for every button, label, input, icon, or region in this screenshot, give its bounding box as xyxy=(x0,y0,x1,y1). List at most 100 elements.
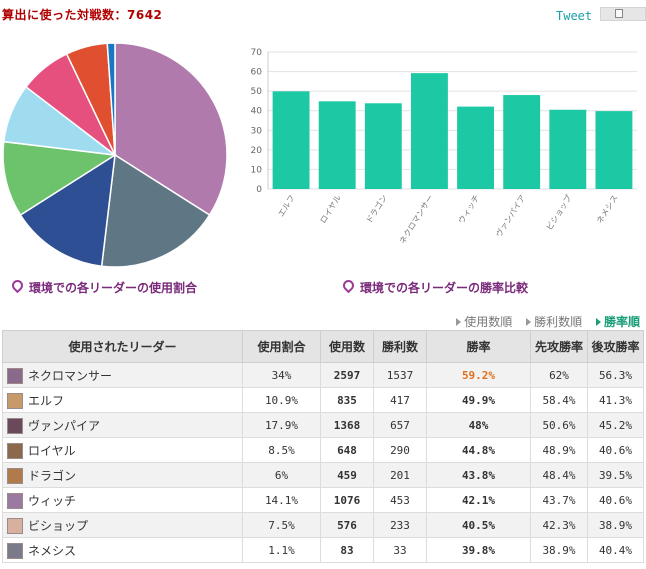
table-row: ネクロマンサー 34% 2597 1537 59.2% 62% 56.3% xyxy=(2,362,644,388)
x-tick-label: ロイヤル xyxy=(318,193,342,225)
leader-cell: ロイヤル xyxy=(2,437,243,463)
y-tick-label: 50 xyxy=(251,87,263,97)
x-tick-label: ドラゴン xyxy=(364,193,389,225)
wins-cell: 201 xyxy=(373,462,427,488)
pie-slice xyxy=(100,153,211,268)
leader-usage-pie-chart xyxy=(2,42,228,268)
wins-cell: 290 xyxy=(373,437,427,463)
first-rate-cell: 50.6% xyxy=(530,412,588,438)
usage-count-cell: 2597 xyxy=(320,362,374,388)
leader-avatar xyxy=(7,417,23,434)
tweet-link[interactable]: Tweet xyxy=(556,9,593,23)
leader-cell: ネメシス xyxy=(2,537,243,563)
y-tick-label: 70 xyxy=(251,48,263,58)
first-rate-cell: 48.4% xyxy=(530,462,588,488)
winrate-cell: 48% xyxy=(426,412,531,438)
leader-name: ロイヤル xyxy=(28,443,76,458)
sort-label: 勝率順 xyxy=(603,315,640,329)
second-rate-cell: 40.4% xyxy=(587,537,644,563)
y-tick-label: 30 xyxy=(251,126,263,136)
pie-slice xyxy=(19,153,116,268)
sort-label: 使用数順 xyxy=(464,315,513,329)
bar xyxy=(595,111,633,189)
leader-avatar xyxy=(7,367,23,384)
usage-pct-cell: 7.5% xyxy=(242,512,321,538)
leader-name: ネメシス xyxy=(28,543,77,558)
col-header-second-rate: 後攻勝率 xyxy=(587,330,644,363)
second-rate-cell: 40.6% xyxy=(587,437,644,463)
sort-by-winrate[interactable]: 勝率順 xyxy=(595,315,640,329)
sort-by-wins[interactable]: 勝利数順 xyxy=(526,315,582,329)
leader-avatar xyxy=(7,392,23,409)
x-tick-label: ウィッチ xyxy=(457,193,482,225)
leader-cell: ビショップ xyxy=(2,512,243,538)
usage-count-cell: 1368 xyxy=(320,412,374,438)
pie-slice xyxy=(2,140,118,217)
y-tick-label: 0 xyxy=(256,185,262,195)
second-rate-cell: 38.9% xyxy=(587,512,644,538)
map-pin-icon xyxy=(340,277,357,294)
sort-by-usage[interactable]: 使用数順 xyxy=(456,315,512,329)
col-header-first-rate: 先攻勝率 xyxy=(530,330,588,363)
bookmark-icon xyxy=(615,9,623,18)
table-row: ドラゴン 6% 459 201 43.8% 48.4% 39.5% xyxy=(2,462,644,488)
winrate-cell: 39.8% xyxy=(426,537,531,563)
table-row: ヴァンパイア 17.9% 1368 657 48% 50.6% 45.2% xyxy=(2,412,644,438)
col-header-usage-pct: 使用割合 xyxy=(242,330,321,363)
play-triangle-icon xyxy=(456,318,462,326)
sort-label: 勝利数順 xyxy=(534,315,583,329)
wins-cell: 33 xyxy=(373,537,427,563)
wins-cell: 1537 xyxy=(373,362,427,388)
winrate-cell: 49.9% xyxy=(426,387,531,413)
usage-count-cell: 459 xyxy=(320,462,374,488)
bar xyxy=(457,106,495,189)
pie-slice xyxy=(106,42,116,156)
winrate-cell: 59.2% xyxy=(426,362,531,388)
leader-avatar xyxy=(7,492,23,509)
usage-pct-cell: 17.9% xyxy=(242,412,321,438)
leader-cell: ウィッチ xyxy=(2,487,243,513)
leader-avatar xyxy=(7,442,23,459)
table-row: ロイヤル 8.5% 648 290 44.8% 48.9% 40.6% xyxy=(2,437,644,463)
winrate-cell: 40.5% xyxy=(426,512,531,538)
winrate-cell: 42.1% xyxy=(426,487,531,513)
usage-pct-cell: 6% xyxy=(242,462,321,488)
second-rate-cell: 39.5% xyxy=(587,462,644,488)
play-triangle-icon xyxy=(595,318,601,326)
x-tick-label: ネメシス xyxy=(595,193,620,225)
y-tick-label: 60 xyxy=(251,68,263,78)
leader-winrate-bar-chart: 0 10 20 30 40 50 60 70 エルフ ロイヤル ドラゴン ネクロマンサー ウィッチ ヴァン… xyxy=(251,48,637,246)
second-rate-cell: 40.6% xyxy=(587,487,644,513)
first-rate-cell: 48.9% xyxy=(530,437,588,463)
y-tick-label: 40 xyxy=(251,107,263,117)
first-rate-cell: 43.7% xyxy=(530,487,588,513)
leader-stats-table: 使用されたリーダー 使用割合 使用数 勝利数 勝率 先攻勝率 後攻勝率 ネクロマ… xyxy=(2,330,644,563)
leader-name: ネクロマンサー xyxy=(28,368,113,383)
winrate-cell: 43.8% xyxy=(426,462,531,488)
winrate-cell: 44.8% xyxy=(426,437,531,463)
bar xyxy=(364,103,402,189)
y-tick-label: 10 xyxy=(251,165,263,175)
table-row: エルフ 10.9% 835 417 49.9% 58.4% 41.3% xyxy=(2,387,644,413)
leader-cell: ヴァンパイア xyxy=(2,412,243,438)
leader-name: ヴァンパイア xyxy=(28,418,101,433)
col-header-wins: 勝利数 xyxy=(373,330,427,363)
usage-pct-cell: 14.1% xyxy=(242,487,321,513)
col-header-winrate: 勝率 xyxy=(426,330,531,363)
usage-count-cell: 83 xyxy=(320,537,374,563)
table-row: ネメシス 1.1% 83 33 39.8% 38.9% 40.4% xyxy=(2,537,644,563)
leader-cell: ネクロマンサー xyxy=(2,362,243,388)
first-rate-cell: 38.9% xyxy=(530,537,588,563)
second-rate-cell: 56.3% xyxy=(587,362,644,388)
bar xyxy=(272,91,310,189)
usage-count-cell: 835 xyxy=(320,387,374,413)
bar xyxy=(410,73,448,189)
usage-pct-cell: 1.1% xyxy=(242,537,321,563)
first-rate-cell: 58.4% xyxy=(530,387,588,413)
sort-options: 使用数順 勝利数順 勝率順 xyxy=(446,313,640,330)
col-header-usage-count: 使用数 xyxy=(320,330,374,363)
bar-chart-caption: 環境での各リーダーの勝率比較 xyxy=(340,277,528,296)
second-rate-cell: 41.3% xyxy=(587,387,644,413)
y-tick-label: 20 xyxy=(251,146,263,156)
table-header-row: 使用されたリーダー 使用割合 使用数 勝利数 勝率 先攻勝率 後攻勝率 xyxy=(2,330,644,363)
